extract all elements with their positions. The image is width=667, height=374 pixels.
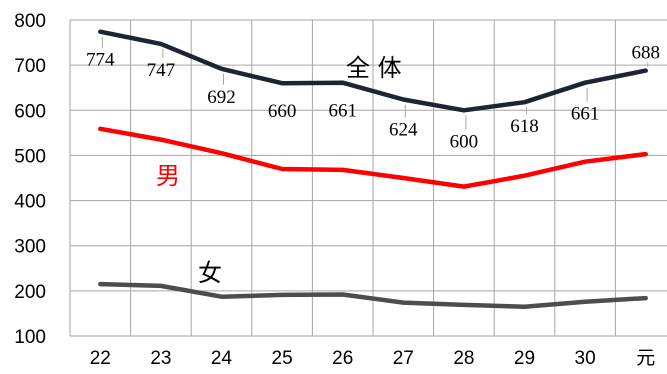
x-tick-label: 25 [272, 348, 293, 369]
x-tick-label: 29 [514, 348, 535, 369]
data-label: 747 [147, 60, 176, 81]
data-label: 774 [86, 50, 115, 71]
data-label: 618 [510, 116, 539, 137]
grid [69, 19, 667, 337]
x-tick-label: 26 [332, 348, 353, 369]
data-label: 692 [207, 87, 236, 108]
data-label: 660 [268, 101, 297, 122]
y-tick-label: 300 [14, 237, 46, 258]
series-line-male [98, 126, 648, 189]
series-label-total: 全 体 [346, 54, 402, 82]
series-label-female: 女 [198, 259, 222, 287]
y-tick-label: 200 [14, 282, 46, 303]
x-tick-label: 22 [90, 348, 111, 369]
y-tick-label: 700 [14, 56, 46, 77]
data-label: 600 [450, 131, 479, 152]
data-label: 688 [631, 43, 660, 64]
series-line-female [98, 281, 648, 309]
y-tick-label: 500 [14, 146, 46, 167]
x-axis: 22 23 24 25 26 27 28 29 30 元 [90, 348, 655, 369]
x-tick-label: 28 [453, 348, 474, 369]
data-labels: 774 747 692 660 661 624 600 618 661 688 [86, 36, 660, 152]
y-tick-label: 100 [14, 327, 46, 348]
series-line-total [98, 29, 648, 113]
y-tick-label: 400 [14, 192, 46, 213]
y-tick-label: 800 [14, 11, 46, 32]
x-tick-label: 元 [636, 348, 655, 369]
x-tick-label: 23 [150, 348, 171, 369]
data-label: 661 [571, 104, 600, 125]
y-axis: 100 200 300 400 500 600 700 800 [14, 11, 46, 348]
x-tick-label: 27 [393, 348, 414, 369]
data-label: 661 [328, 101, 357, 122]
y-tick-label: 600 [14, 101, 46, 122]
x-tick-label: 24 [211, 348, 233, 369]
x-tick-label: 30 [575, 348, 596, 369]
data-label: 624 [389, 119, 418, 140]
series-label-male: 男 [156, 162, 180, 190]
series-lines [98, 29, 648, 309]
